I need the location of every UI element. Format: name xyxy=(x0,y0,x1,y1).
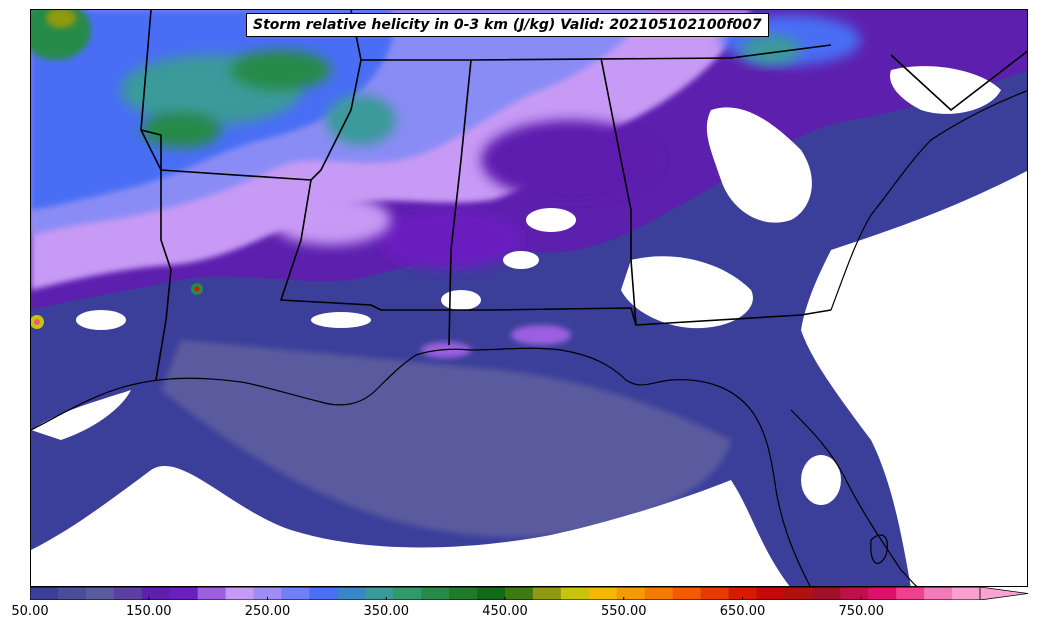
colorbar-segment xyxy=(952,587,981,600)
field-green-patch-1 xyxy=(231,50,331,90)
colorbar-segment xyxy=(896,587,925,600)
colorbar-segment xyxy=(393,587,422,600)
colorbar-segment xyxy=(868,587,897,600)
colorbar-segment xyxy=(672,587,702,600)
field-white-georgia xyxy=(706,107,812,223)
colorbar-segment xyxy=(85,587,115,600)
field-white-west xyxy=(31,390,131,440)
coastline xyxy=(31,90,1027,586)
colorbar-segment xyxy=(840,587,869,600)
colorbar-tick-labels: 50.00 150.00 250.00 350.00 450.00 550.00 650.0… xyxy=(0,604,1037,624)
colorbar-segment xyxy=(113,587,143,600)
colorbar-segment xyxy=(253,587,283,600)
colorbar-tick-label: 50.00 xyxy=(11,604,49,619)
field-gulf-midlow xyxy=(161,340,731,538)
colorbar-segment xyxy=(728,587,758,600)
map-svg xyxy=(31,10,1027,586)
colorbar-segment xyxy=(532,587,562,600)
colorbar-segment xyxy=(477,587,506,600)
colorbar-segment xyxy=(309,587,338,600)
field-white-alabama xyxy=(621,256,753,329)
field-white-ne-patch xyxy=(890,66,1001,114)
colorbar-segment xyxy=(505,587,534,600)
colorbar-tick-label: 250.00 xyxy=(244,604,291,619)
colorbar-segment xyxy=(756,587,786,600)
colorbar-extend-arrow xyxy=(979,587,1029,600)
field-lavender-swirl xyxy=(271,195,391,245)
colorbar-segment xyxy=(30,587,59,600)
field-white-west-2 xyxy=(76,310,126,330)
colorbar-tick-label: 750.00 xyxy=(838,604,885,619)
colorbar-segment xyxy=(197,587,227,600)
field-white-florida xyxy=(801,171,1027,586)
field-teal-patch-2 xyxy=(326,95,396,145)
colorbar-segment xyxy=(421,587,450,600)
field-white-gulf xyxy=(31,465,790,586)
colorbar-segment xyxy=(449,587,478,600)
colorbar-segment xyxy=(644,587,674,600)
colorbar-segment xyxy=(225,587,255,600)
colorbar-segment xyxy=(57,587,87,600)
field-green-corner xyxy=(31,10,91,60)
colorbar-segment xyxy=(784,587,813,600)
colorbar-segment xyxy=(924,587,953,600)
colorbar-segment xyxy=(616,587,646,600)
field-white-mid-4 xyxy=(311,312,371,328)
colorbar-tick-label: 350.00 xyxy=(363,604,410,619)
field-white-east-1 xyxy=(831,298,891,322)
colorbar-segment xyxy=(365,587,394,600)
colorbar-segment xyxy=(812,587,841,600)
field-teal-northeast-2 xyxy=(741,35,801,65)
figure-title-text: Storm relative helicity in 0-3 km (J/kg)… xyxy=(253,17,762,33)
colorbar-segment xyxy=(281,587,311,600)
helicity-map xyxy=(30,9,1028,587)
colorbar-segment xyxy=(588,587,618,600)
figure-title: Storm relative helicity in 0-3 km (J/kg)… xyxy=(246,13,769,37)
field-coastal-spot-2 xyxy=(511,325,571,345)
field-white-mid-3 xyxy=(441,290,481,310)
colorbar-segment xyxy=(700,587,730,600)
colorbar-segment xyxy=(169,587,199,600)
field-white-mid-2 xyxy=(503,251,539,269)
field-white-east-2 xyxy=(801,455,841,505)
colorbar-tick-label: 450.00 xyxy=(482,604,528,619)
colorbar-tick-label: 650.00 xyxy=(719,604,766,619)
state-boundaries xyxy=(140,10,1027,381)
field-hotspot-west-edge-core xyxy=(34,319,40,325)
field-purple-swirl-2 xyxy=(381,210,521,270)
field-hotspot-louisiana-core xyxy=(194,286,200,292)
colorbar xyxy=(30,587,1029,600)
colorbar-segment xyxy=(560,587,590,600)
field-white-mid-1 xyxy=(526,208,576,232)
field-olive-corner xyxy=(46,10,76,28)
colorbar-segment xyxy=(337,587,366,600)
field-green-patch-2 xyxy=(141,112,221,148)
field-purple-swirl-1 xyxy=(481,120,661,200)
colorbar-tick-label: 550.00 xyxy=(601,604,647,619)
colorbar-segment xyxy=(141,587,171,600)
colorbar-tick-label: 150.00 xyxy=(126,604,172,619)
